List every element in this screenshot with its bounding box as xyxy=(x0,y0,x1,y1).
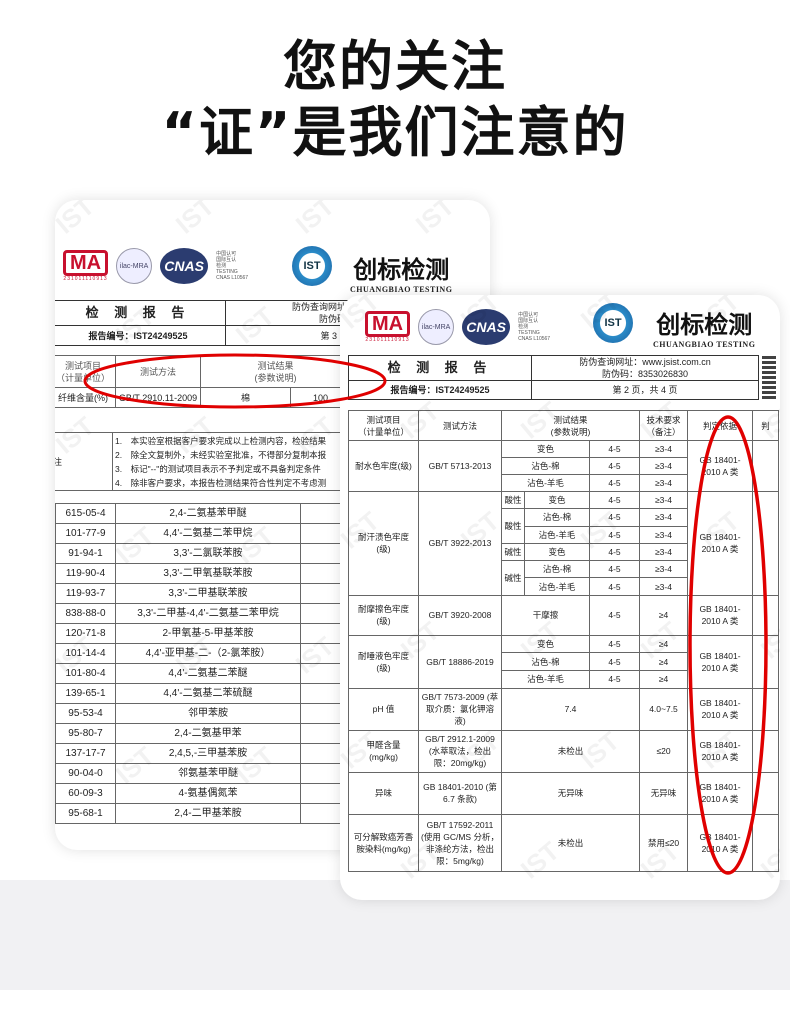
saliva-row: 耐唾液色牢度(级) GB/T 18886-2019 变色 4-5 ≥4 GB 18401-… xyxy=(348,634,779,689)
left-test-table: 测试项目 （计量单位） 测试方法 测试结果 (参数说明) 纤维含量(%) GB/T 291… xyxy=(55,355,351,408)
sweat-row: 碱性 沾色-棉 4-5 ≥3-4 xyxy=(349,560,779,596)
right-test-table: 测试项目 （计量单位） 测试方法 测试结果 (参数说明) 技术要求 （备注） 判定依据判耐水色… xyxy=(348,410,779,872)
amine-row: 60-09-3 4-氨基偶氮苯 xyxy=(55,783,346,804)
ist-logo: IST xyxy=(593,303,633,343)
amine-row: 101-14-4 4,4'-亚甲基-二-（2-氯苯胺） xyxy=(55,643,346,664)
report-number: 报告编号：IST24249525 xyxy=(55,325,226,346)
standard-basis: GB 18401-2010 A 类 xyxy=(687,594,753,636)
fiber-content-row: 纤维含量(%) GB/T 2910.11-2009 棉 100 xyxy=(55,387,351,408)
standard-basis: GB 18401-2010 A 类 xyxy=(687,729,753,773)
cma-logo: MA xyxy=(63,250,109,276)
right-report-header: 检 测 报 告防伪查询网址：www.jsist.com.cn 防伪码：835302… xyxy=(348,355,759,400)
amine-row: 95-68-1 2,4-二甲基苯胺 xyxy=(55,803,346,824)
amine-row: 101-80-4 4,4'-二氨基二苯醚 xyxy=(55,663,346,684)
amine-row: 95-53-4 邻甲苯胺 xyxy=(55,703,346,724)
amine-row: 615-05-4 2,4-二氨基苯甲醚 xyxy=(55,503,346,524)
ph-row: pH 值 GB/T 7573-2009 (萃取介质：氯化钾溶液) 7.4 4.0~7.… xyxy=(348,687,779,731)
standard-basis: GB 18401-2010 A 类 xyxy=(687,634,753,689)
amine-row: 139-65-1 4,4'-二氨基二苯硫醚 xyxy=(55,683,346,704)
brand-name: 创标检测 CHUANGBIAO TESTING xyxy=(653,311,756,349)
report-number: 报告编号：IST24249525 xyxy=(348,380,532,400)
cnas-text: 中国认可 国际互认 检测 TESTING CNAS L10567 xyxy=(216,251,249,281)
headline-line-2: “证”是我们注意的 xyxy=(161,101,629,164)
amine-row: 90-04-0 邻氨基苯甲醚 xyxy=(55,763,346,784)
saliva-row: 沾色-羊毛 4-5 ≥4 xyxy=(349,669,779,689)
amine-row: 838-88-0 3,3'-二甲基-4,4'-二氨基二苯甲烷 xyxy=(55,603,346,624)
watermark: IST xyxy=(55,200,101,240)
saliva-row: 沾色-棉 4-5 ≥4 xyxy=(349,652,779,671)
amine-row: 95-80-7 2,4-二氨基甲苯 xyxy=(55,723,346,744)
sweat-row: 沾色-羊毛 4-5 ≥3-4 xyxy=(349,525,779,544)
cnas-logo: CNAS xyxy=(462,309,511,345)
amine-row: 120-71-8 2-甲氧基-5-甲基苯胺 xyxy=(55,623,346,644)
sweat-row: 碱性 变色 4-5 ≥3-4 xyxy=(349,542,779,562)
amine-row: 137-17-7 2,4,5,-三甲基苯胺 xyxy=(55,743,346,764)
brand-name: 创标检测 CHUANGBIAO TESTING xyxy=(350,256,453,294)
watermark: IST xyxy=(169,200,221,240)
amine-row: 91-94-1 3,3'-二氯联苯胺 xyxy=(55,543,346,564)
cma-logo: MA xyxy=(365,311,411,337)
amine-row: 101-77-9 4,4'-二氨基二苯甲烷 xyxy=(55,523,346,544)
watermark: IST xyxy=(409,200,461,240)
cnas-logo: CNAS xyxy=(160,248,209,284)
standard-basis: GB 18401-2010 A 类 xyxy=(687,440,753,492)
standard-basis: GB 18401-2010 A 类 xyxy=(687,771,753,815)
amine-row: 119-93-7 3,3'-二甲基联苯胺 xyxy=(55,583,346,604)
ilac-logo: ilac-MRA xyxy=(116,248,153,284)
left-report-header: 检 测 报 告防伪查询网址: 防伪码: 报告编号：IST24249525 第 3 页 xyxy=(55,300,351,346)
cnas-text: 中国认可 国际互认 检测 TESTING CNAS L10567 xyxy=(518,312,551,342)
sweat-row: 耐汗渍色牢度(级) GB/T 3922-2013 酸性 变色 4-5 ≥3-4 GB 184… xyxy=(348,490,779,596)
accreditation-logos: MA 231011110913 ilac-MRA CNAS 中国认可 国际互认 检测 T… xyxy=(365,309,550,345)
standard-basis: GB 18401-2010 A 类 xyxy=(687,813,753,872)
amine-table: 615-05-4 2,4-二氨基苯甲醚 101-77-9 4,4'-二氨基二苯甲烷 91… xyxy=(55,503,346,824)
ilac-logo: ilac-MRA xyxy=(418,309,455,345)
formaldehyde-row: 甲醛含量 (mg/kg) GB/T 2912.1-2009 (水萃取法，检出限：2… xyxy=(348,729,779,773)
report-title: 检 测 报 告 xyxy=(55,300,226,326)
cma-number: 231011110913 xyxy=(365,337,410,343)
accreditation-logos: MA 231011110913 ilac-MRA CNAS 中国认可 国际互认 检测 T… xyxy=(63,248,248,284)
page-number: 第 2 页，共 4 页 xyxy=(531,380,759,400)
standard-basis: GB 18401-2010 A 类 xyxy=(687,491,753,596)
qr-code xyxy=(762,355,776,399)
amine-row: 119-90-4 3,3'-二甲氧基联苯胺 xyxy=(55,563,346,584)
table-header: 测试项目 （计量单位） 测试方法 测试结果 (参数说明) 技术要求 （备注） 判定依据判 xyxy=(348,410,779,441)
ist-logo: IST xyxy=(292,246,332,286)
water-row: 耐水色牢度(级) GB/T 5713-2013 变色 4-5 ≥3-4 GB 18401-… xyxy=(348,440,779,492)
headline-line-1: 您的关注 xyxy=(283,35,507,98)
sweat-row: 沾色-羊毛 4-5 ≥3-4 xyxy=(349,577,779,596)
cma-number: 231011110913 xyxy=(63,276,108,282)
odor-row: 异味 GB 18401-2010 (第 6.7 条款) 无异味 无异味 GB 18401… xyxy=(348,771,779,815)
azo-row: 可分解致癌芳香胺染料(mg/kg) GB/T 17592-2011 (使用 GC/… xyxy=(348,813,779,872)
page-number: 第 3 页 xyxy=(225,325,351,346)
standard-basis: GB 18401-2010 A 类 xyxy=(687,687,753,731)
watermark: IST xyxy=(289,200,341,240)
rub-row: 耐摩擦色牢度(级) GB/T 3920-2008 干摩擦 4-5 ≥4 GB 18401-… xyxy=(348,594,779,636)
report-title: 检 测 报 告 xyxy=(348,355,532,381)
right-report-card: MA 231011110913 ilac-MRA CNAS 中国认可 国际互认 检测 T… xyxy=(340,295,780,900)
